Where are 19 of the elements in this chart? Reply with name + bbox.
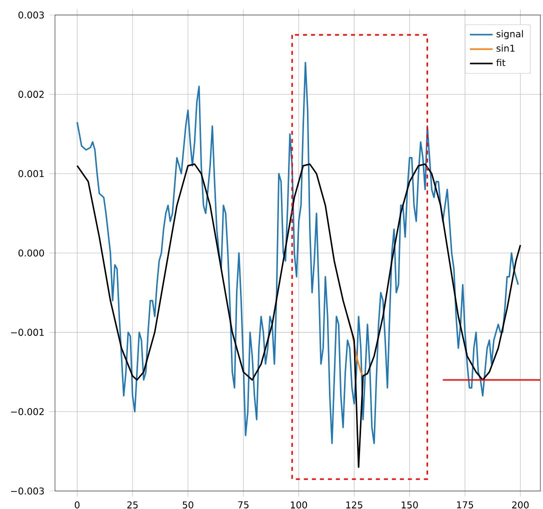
y-tick-label: 0.003 bbox=[18, 11, 44, 19]
x-tick-label: 75 bbox=[238, 501, 248, 508]
x-tick-label: 50 bbox=[182, 501, 194, 508]
x-tick-label: 175 bbox=[457, 501, 474, 508]
y-tick-label: −0.003 bbox=[11, 487, 44, 495]
y-tick-label: 0.002 bbox=[18, 90, 44, 98]
y-tick-label: −0.001 bbox=[11, 328, 44, 336]
y-tick-label: 0.001 bbox=[18, 170, 44, 178]
x-tick-label: 200 bbox=[512, 501, 529, 508]
x-tick-label: 125 bbox=[346, 501, 362, 508]
x-tick-label: 150 bbox=[402, 501, 418, 508]
y-tick-label: −0.002 bbox=[11, 408, 44, 416]
x-tick-label: 100 bbox=[290, 501, 308, 508]
legend-label: fit bbox=[496, 58, 506, 66]
x-tick-label: 0 bbox=[74, 501, 80, 508]
x-tick-label: 25 bbox=[127, 501, 138, 508]
legend-label: sin1 bbox=[496, 44, 515, 52]
y-tick-label: 0.000 bbox=[18, 249, 44, 257]
legend-label: signal bbox=[496, 30, 523, 40]
